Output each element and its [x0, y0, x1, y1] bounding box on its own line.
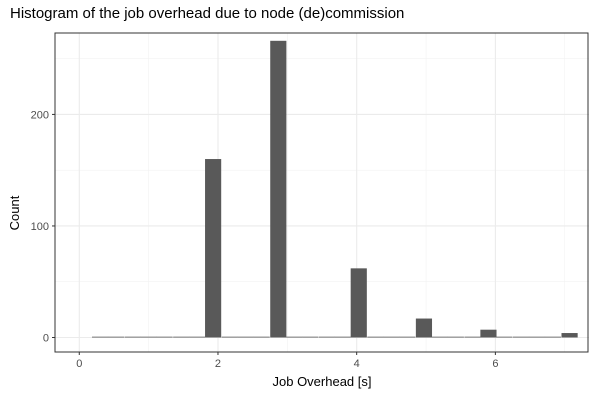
histogram-bar — [334, 336, 351, 338]
histogram-bar — [512, 336, 530, 338]
histogram-bar — [528, 336, 546, 338]
grid-lines — [55, 33, 589, 352]
x-tick-label: 2 — [215, 358, 221, 370]
histogram-bar — [464, 336, 481, 338]
histogram-bar — [544, 336, 562, 338]
histogram-bar — [350, 268, 367, 338]
y-axis-ticks: 0 100 200 — [31, 109, 55, 345]
histogram-bar — [156, 336, 173, 338]
histogram-bar — [221, 336, 238, 338]
y-tick-label: 0 — [43, 333, 49, 345]
histogram-bar — [480, 329, 497, 338]
histogram-bar — [237, 336, 254, 338]
histogram-bar — [253, 336, 270, 338]
x-tick-label: 4 — [354, 358, 360, 370]
histogram-bar — [383, 336, 400, 338]
histogram-bar — [286, 336, 303, 338]
chart-title: Histogram of the job overhead due to nod… — [10, 5, 404, 22]
histogram-bar — [415, 318, 433, 338]
histogram-bar — [302, 336, 319, 338]
y-tick-label: 100 — [31, 221, 49, 233]
x-axis-title: Job Overhead [s] — [273, 374, 372, 389]
x-tick-label: 0 — [76, 358, 82, 370]
histogram-bars — [91, 40, 578, 338]
histogram-bar — [107, 336, 125, 338]
histogram-bar — [496, 336, 513, 338]
histogram-bar — [173, 336, 190, 338]
histogram-bar — [140, 336, 157, 338]
histogram-bar — [270, 40, 287, 338]
histogram-bar — [561, 333, 578, 338]
histogram-bar — [447, 336, 464, 338]
histogram-bar — [124, 336, 141, 338]
panel-border — [54, 32, 589, 353]
histogram-bar — [431, 336, 448, 338]
histogram-bar — [399, 336, 416, 338]
histogram-bar — [367, 336, 384, 338]
histogram-bar — [189, 336, 206, 338]
y-axis-title: Count — [7, 195, 22, 230]
x-axis-ticks: 0 2 4 6 — [76, 352, 498, 370]
x-tick-label: 6 — [492, 358, 498, 370]
histogram-bar — [205, 159, 222, 338]
histogram-bar — [91, 336, 109, 338]
y-tick-label: 200 — [31, 109, 49, 121]
histogram-bar — [318, 336, 335, 338]
